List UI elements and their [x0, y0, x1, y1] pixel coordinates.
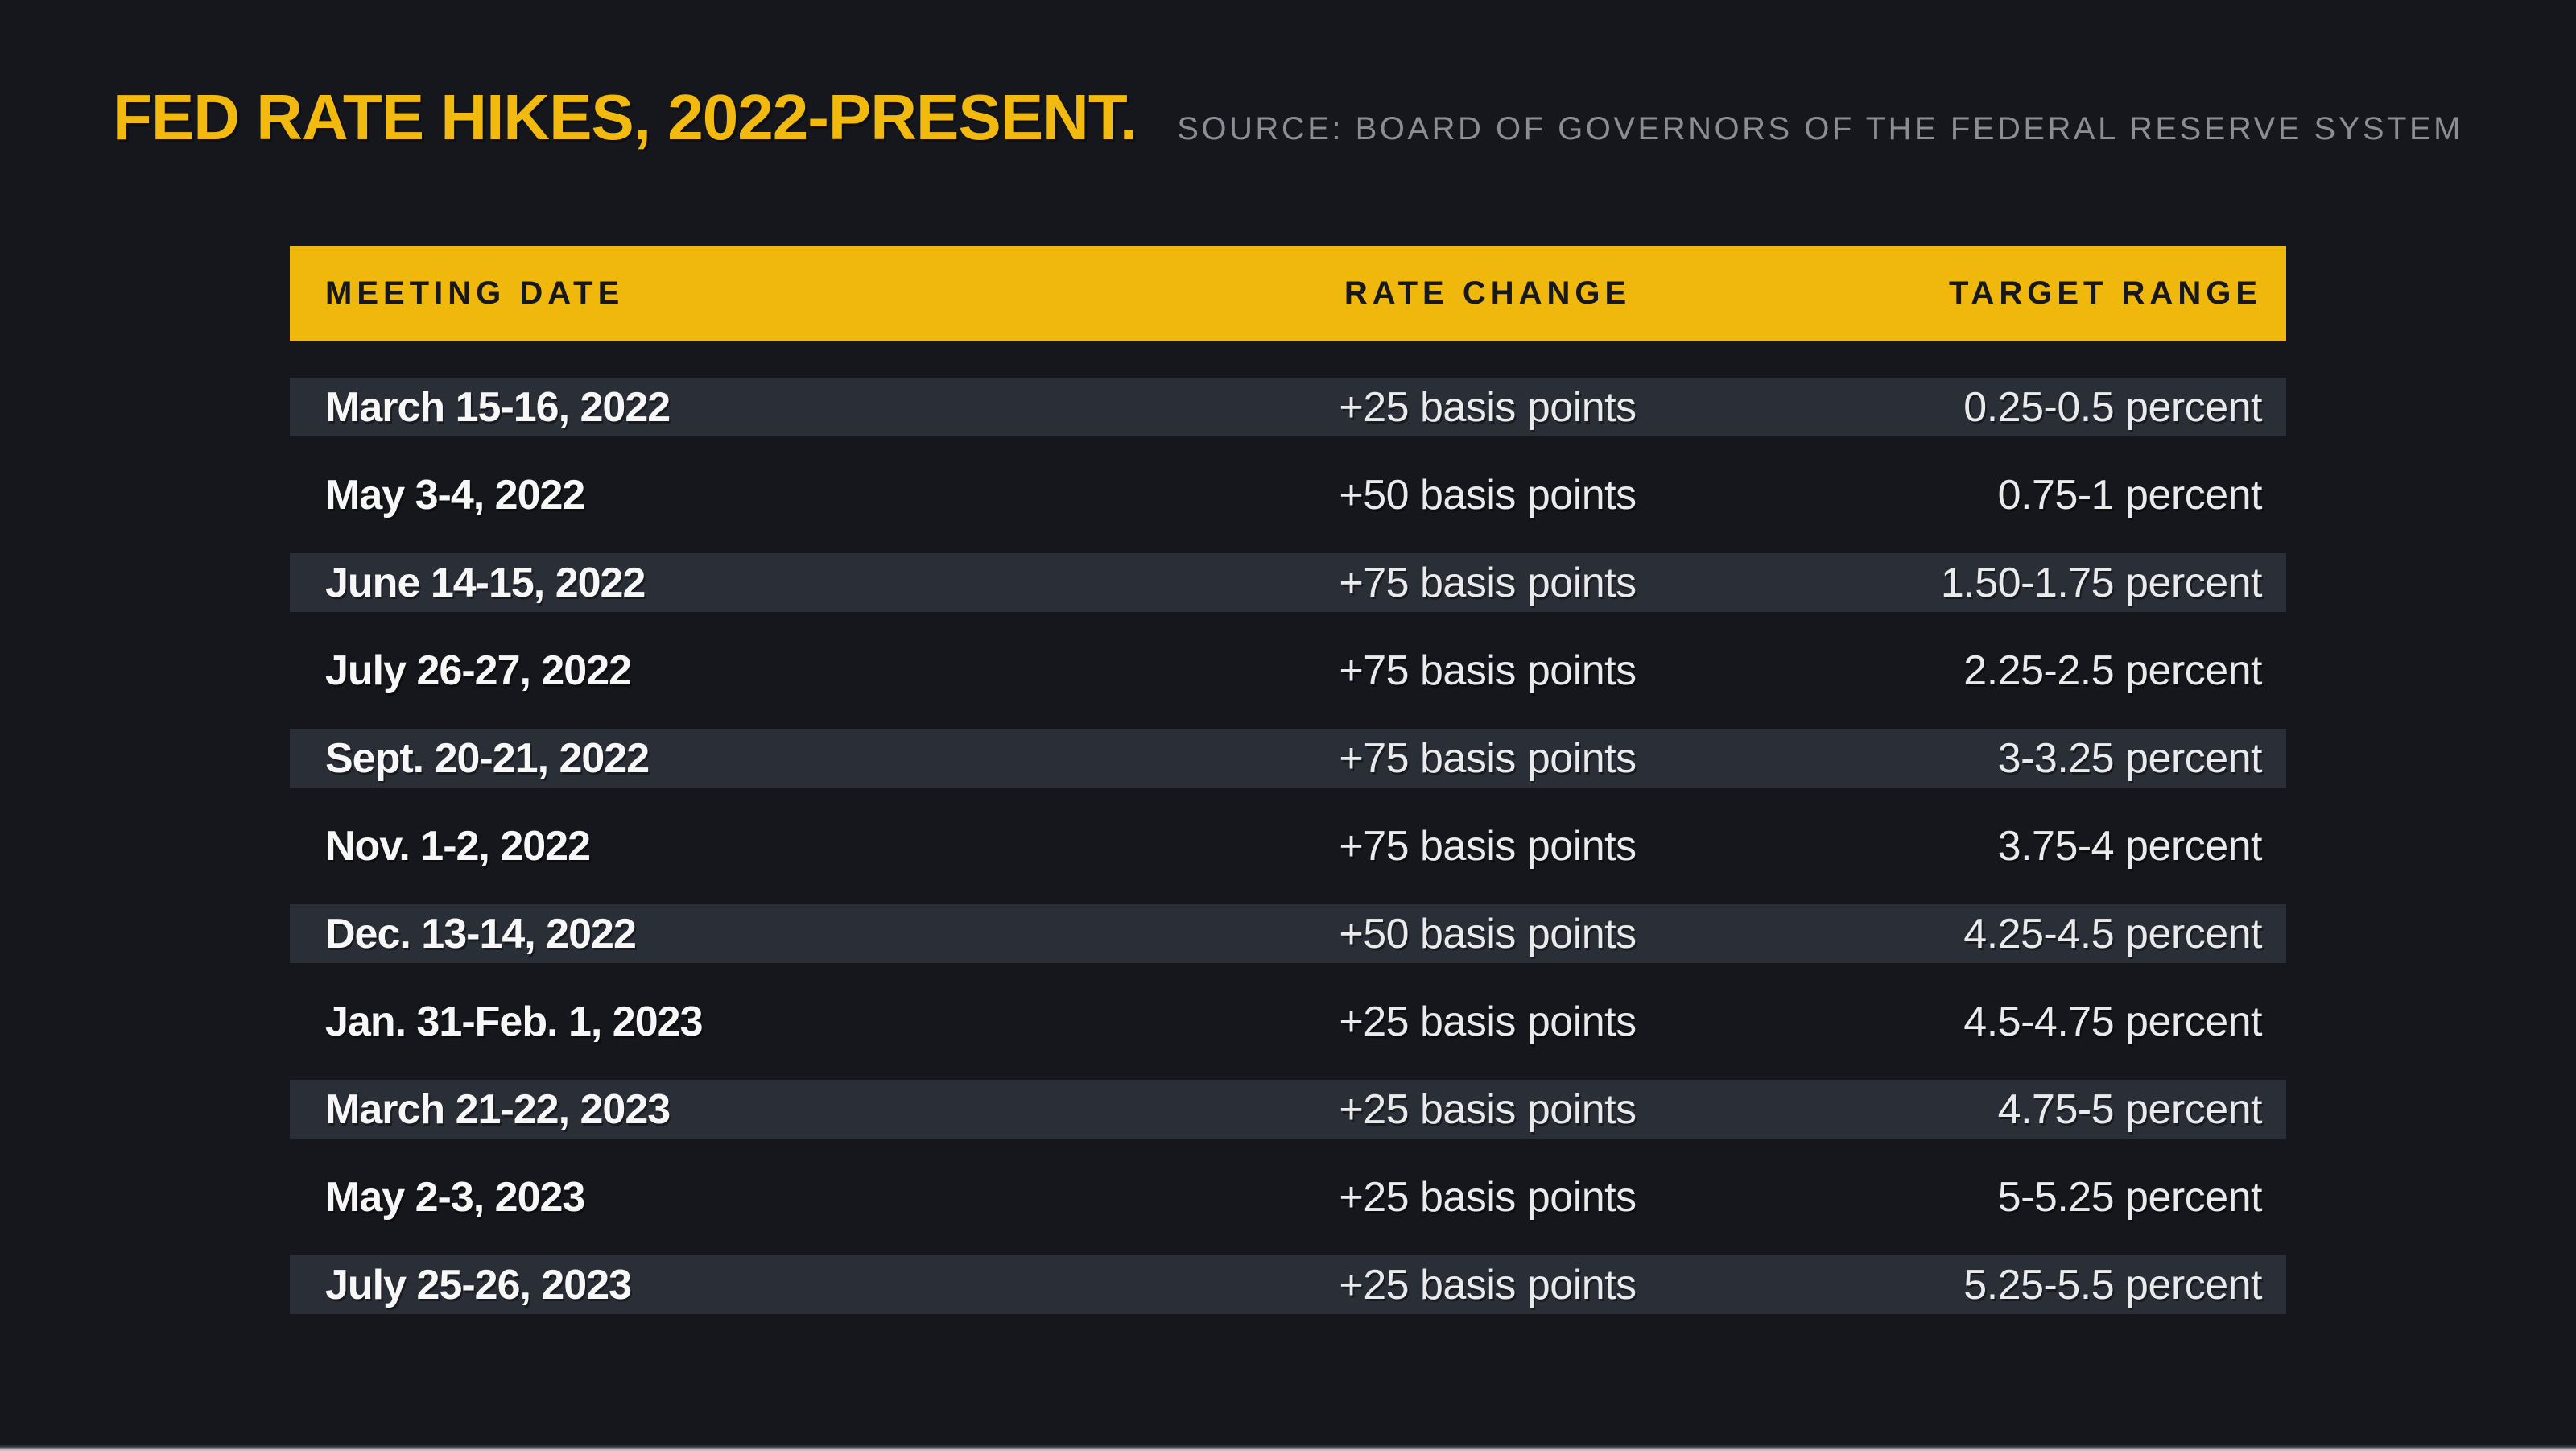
page-title: FED RATE HIKES, 2022-PRESENT. [113, 81, 1137, 153]
fed-rate-hikes-table: MEETING DATE RATE CHANGE TARGET RANGE Ma… [290, 246, 2286, 1343]
rate-change-cell: +25 basis points [1339, 383, 1637, 431]
target-range-cell: 5.25-5.5 percent [1963, 1261, 2262, 1308]
target-range-cell: 3-3.25 percent [1997, 734, 2263, 782]
meeting-date-cell: July 26-27, 2022 [325, 647, 632, 694]
column-header-target-range: TARGET RANGE [1948, 275, 2262, 311]
table-row: March 21-22, 2023 +25 basis points 4.75-… [290, 1080, 2286, 1139]
table-row: July 25-26, 2023 +25 basis points 5.25-5… [290, 1255, 2286, 1314]
meeting-date-cell: July 25-26, 2023 [325, 1261, 632, 1308]
meeting-date-cell: Jan. 31-Feb. 1, 2023 [325, 998, 704, 1045]
source-attribution: SOURCE: BOARD OF GOVERNORS OF THE FEDERA… [1177, 111, 2463, 147]
meeting-date-cell: June 14-15, 2022 [325, 559, 646, 606]
target-range-cell: 4.75-5 percent [1997, 1085, 2263, 1133]
meeting-date-cell: May 3-4, 2022 [325, 471, 585, 519]
rate-change-cell: +75 basis points [1339, 647, 1637, 694]
rate-change-cell: +25 basis points [1339, 1261, 1637, 1308]
table-row: July 26-27, 2022 +75 basis points 2.25-2… [290, 641, 2286, 700]
meeting-date-cell: Nov. 1-2, 2022 [325, 822, 591, 870]
rate-change-cell: +25 basis points [1339, 1085, 1637, 1133]
column-header-meeting-date: MEETING DATE [325, 275, 625, 311]
rate-change-cell: +50 basis points [1339, 910, 1637, 957]
table-row: Sept. 20-21, 2022 +75 basis points 3-3.2… [290, 729, 2286, 788]
meeting-date-cell: March 21-22, 2023 [325, 1085, 671, 1133]
table-row: June 14-15, 2022 +75 basis points 1.50-1… [290, 553, 2286, 612]
meeting-date-cell: Sept. 20-21, 2022 [325, 734, 650, 782]
target-range-cell: 4.5-4.75 percent [1963, 998, 2262, 1045]
meeting-date-cell: Dec. 13-14, 2022 [325, 910, 637, 957]
page-header: FED RATE HIKES, 2022-PRESENT. SOURCE: BO… [113, 81, 2463, 155]
target-range-cell: 0.25-0.5 percent [1963, 383, 2262, 431]
meeting-date-cell: May 2-3, 2023 [325, 1173, 585, 1221]
rate-change-cell: +25 basis points [1339, 998, 1637, 1045]
rate-change-cell: +75 basis points [1339, 822, 1637, 870]
table-row: Dec. 13-14, 2022 +50 basis points 4.25-4… [290, 904, 2286, 963]
table-body: March 15-16, 2022 +25 basis points 0.25-… [290, 378, 2286, 1314]
rate-change-cell: +75 basis points [1339, 734, 1637, 782]
table-row: Jan. 31-Feb. 1, 2023 +25 basis points 4.… [290, 992, 2286, 1051]
target-range-cell: 0.75-1 percent [1997, 471, 2263, 519]
table-header-row: MEETING DATE RATE CHANGE TARGET RANGE [290, 246, 2286, 341]
column-header-rate-change: RATE CHANGE [1344, 275, 1632, 311]
target-range-cell: 3.75-4 percent [1997, 822, 2263, 870]
target-range-cell: 5-5.25 percent [1997, 1173, 2263, 1221]
rate-change-cell: +25 basis points [1339, 1173, 1637, 1221]
table-row: May 3-4, 2022 +50 basis points 0.75-1 pe… [290, 465, 2286, 524]
meeting-date-cell: March 15-16, 2022 [325, 383, 671, 431]
rate-change-cell: +50 basis points [1339, 471, 1637, 519]
target-range-cell: 1.50-1.75 percent [1940, 559, 2263, 606]
target-range-cell: 4.25-4.5 percent [1963, 910, 2262, 957]
table-row: May 2-3, 2023 +25 basis points 5-5.25 pe… [290, 1168, 2286, 1226]
target-range-cell: 2.25-2.5 percent [1963, 647, 2262, 694]
table-row: March 15-16, 2022 +25 basis points 0.25-… [290, 378, 2286, 436]
table-row: Nov. 1-2, 2022 +75 basis points 3.75-4 p… [290, 816, 2286, 875]
bottom-edge-line [0, 1445, 2576, 1451]
rate-change-cell: +75 basis points [1339, 559, 1637, 606]
